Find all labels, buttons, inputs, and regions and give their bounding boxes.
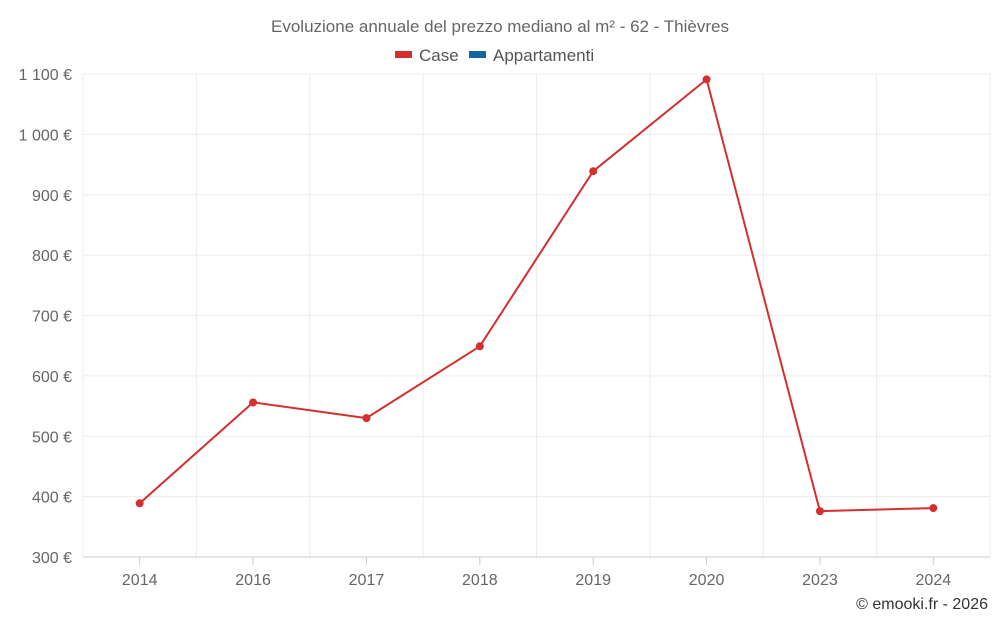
data-point-case[interactable] bbox=[249, 398, 258, 407]
x-tick-label: 2024 bbox=[916, 572, 952, 589]
x-tick-label: 2020 bbox=[689, 572, 725, 589]
credit-text: © emooki.fr - 2026 bbox=[856, 596, 988, 613]
x-tick-label: 2018 bbox=[462, 572, 498, 589]
y-tick-label: 300 € bbox=[32, 550, 72, 567]
grid bbox=[82, 73, 991, 557]
x-tick-label: 2017 bbox=[349, 572, 385, 589]
y-tick-label: 1 000 € bbox=[19, 127, 72, 144]
y-tick-label: 400 € bbox=[32, 490, 72, 507]
data-point-case[interactable] bbox=[929, 504, 938, 513]
data-point-case[interactable] bbox=[702, 75, 711, 84]
x-tick-label: 2019 bbox=[575, 572, 611, 589]
x-tick-label: 2023 bbox=[802, 572, 838, 589]
y-tick-label: 800 € bbox=[32, 248, 72, 265]
data-point-case[interactable] bbox=[475, 342, 484, 351]
y-tick-label: 500 € bbox=[32, 429, 72, 446]
y-tick-label: 600 € bbox=[32, 369, 72, 386]
x-tick-label: 2014 bbox=[122, 572, 158, 589]
legend: Case Appartamenti bbox=[395, 46, 594, 65]
legend-swatch-case bbox=[395, 51, 412, 58]
axes: 300 € 400 € 500 € 600 € 700 € 800 € 900 € 1 000… bbox=[19, 67, 990, 589]
data-point-case[interactable] bbox=[589, 167, 598, 176]
legend-swatch-appartamenti bbox=[469, 51, 486, 58]
data-point-case[interactable] bbox=[362, 414, 371, 423]
data-point-case[interactable] bbox=[135, 499, 144, 508]
y-tick-label: 1 100 € bbox=[19, 67, 72, 84]
y-tick-label: 700 € bbox=[32, 309, 72, 326]
series-case bbox=[135, 75, 938, 516]
chart-title: Evoluzione annuale del prezzo mediano al… bbox=[271, 17, 729, 36]
legend-label-appartamenti: Appartamenti bbox=[493, 46, 594, 65]
legend-item-appartamenti[interactable]: Appartamenti bbox=[469, 46, 594, 65]
legend-label-case: Case bbox=[419, 46, 459, 65]
legend-item-case[interactable]: Case bbox=[395, 46, 459, 65]
series-line-case bbox=[139, 78, 934, 513]
data-point-case[interactable] bbox=[815, 507, 824, 516]
x-tick-label: 2016 bbox=[235, 572, 271, 589]
y-tick-label: 900 € bbox=[32, 188, 72, 205]
